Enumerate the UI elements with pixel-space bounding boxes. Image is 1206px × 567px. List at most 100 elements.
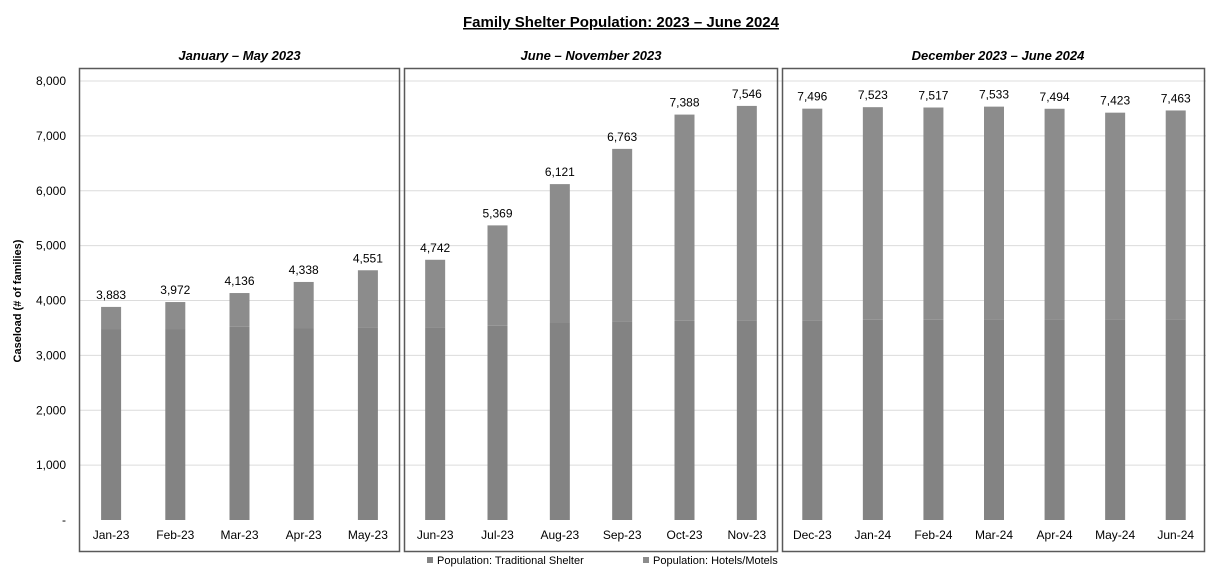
bar-hotels-motels	[612, 148, 633, 322]
data-label: 7,517	[918, 89, 948, 103]
x-tick-label: Aug-23	[540, 528, 579, 542]
data-label: 7,523	[858, 88, 888, 102]
data-label: 5,369	[482, 206, 512, 220]
y-tick-label: 3,000	[36, 348, 66, 362]
x-tick-label: Mar-24	[975, 528, 1013, 542]
x-tick-label: Oct-23	[666, 528, 702, 542]
data-label: 3,972	[160, 283, 190, 297]
bar-traditional-shelter	[293, 328, 314, 520]
x-tick-label: Feb-24	[914, 528, 952, 542]
gridlines	[79, 80, 1206, 466]
legend-label: Population: Hotels/Motels	[653, 555, 778, 567]
bar-hotels-motels	[357, 270, 378, 328]
bar-traditional-shelter	[1044, 319, 1065, 520]
bar-hotels-motels	[229, 293, 250, 327]
y-axis-label: Caseload (# of families)	[12, 239, 24, 362]
legend-label: Population: Traditional Shelter	[437, 555, 584, 567]
bar-hotels-motels	[1044, 108, 1065, 320]
bar-traditional-shelter	[612, 321, 633, 520]
x-tick-label: May-23	[348, 528, 388, 542]
data-labels: 3,883 3,972 4,136 4,338 4,551 4,742 5,369 6,121…	[96, 87, 1191, 302]
x-axis-ticks: Jan-23 Feb-23 Mar-23 Apr-23 May-23 Jun-23 Jul-…	[93, 528, 1195, 542]
data-label: 7,463	[1161, 91, 1191, 105]
legend-swatch	[427, 557, 433, 563]
bar-traditional-shelter	[862, 319, 883, 520]
x-tick-label: Jun-23	[417, 528, 454, 542]
legend: Population: Traditional Shelter Populatio…	[427, 555, 778, 567]
x-tick-label: Feb-23	[156, 528, 194, 542]
data-label: 4,742	[420, 241, 450, 255]
data-label: 4,551	[353, 251, 383, 265]
period-header: December 2023 – June 2024	[912, 48, 1085, 63]
x-tick-label: Sep-23	[603, 528, 642, 542]
bar-traditional-shelter	[487, 325, 508, 520]
bar-hotels-motels	[674, 114, 695, 321]
x-tick-label: Jun-24	[1157, 528, 1194, 542]
bar-hotels-motels	[923, 107, 944, 320]
bar-traditional-shelter	[736, 320, 757, 520]
bar-hotels-motels	[549, 184, 570, 323]
bar-traditional-shelter	[923, 319, 944, 520]
bar-hotels-motels	[425, 259, 446, 328]
data-label: 7,388	[669, 96, 699, 110]
chart-title: Family Shelter Population: 2023 – June 2…	[463, 14, 780, 31]
bar-hotels-motels	[293, 281, 314, 329]
y-tick-label: 8,000	[36, 74, 66, 88]
bar-hotels-motels	[101, 306, 122, 330]
period-header: June – November 2023	[521, 48, 663, 63]
bar-traditional-shelter	[1105, 319, 1126, 520]
bar-hotels-motels	[802, 108, 823, 321]
x-tick-label: Jan-23	[93, 528, 130, 542]
period-panel	[78, 67, 401, 553]
bar-traditional-shelter	[357, 327, 378, 520]
x-tick-label: Apr-24	[1037, 528, 1073, 542]
period-panels: January – May 2023 June – November 2023 De…	[78, 48, 1206, 553]
y-tick-label: 4,000	[36, 294, 66, 308]
x-tick-label: Nov-23	[727, 528, 766, 542]
data-label: 6,763	[607, 130, 637, 144]
bar-hotels-motels	[736, 105, 757, 321]
bar-hotels-motels	[862, 107, 883, 320]
x-tick-label: Jul-23	[481, 528, 514, 542]
bar-traditional-shelter	[101, 329, 122, 520]
bar-hotels-motels	[165, 302, 186, 330]
bar-traditional-shelter	[425, 327, 446, 520]
data-label: 7,423	[1100, 94, 1130, 108]
bar-hotels-motels	[487, 225, 508, 326]
x-tick-label: Jan-24	[855, 528, 892, 542]
legend-swatch	[643, 557, 649, 563]
y-tick-label: 5,000	[36, 239, 66, 253]
x-tick-label: Mar-23	[220, 528, 258, 542]
bar-hotels-motels	[1165, 110, 1186, 320]
period-header: January – May 2023	[178, 48, 301, 63]
data-label: 4,338	[289, 263, 319, 277]
period-panel	[781, 67, 1206, 553]
data-label: 7,494	[1040, 90, 1070, 104]
bars	[101, 105, 1186, 520]
bar-traditional-shelter	[229, 326, 250, 520]
data-label: 3,883	[96, 288, 126, 302]
x-tick-label: Dec-23	[793, 528, 832, 542]
y-tick-label: 6,000	[36, 184, 66, 198]
period-panel	[403, 67, 779, 553]
y-tick-label: -	[62, 513, 66, 527]
y-tick-label: 1,000	[36, 458, 66, 472]
bar-hotels-motels	[984, 106, 1004, 320]
x-tick-label: May-24	[1095, 528, 1135, 542]
data-label: 7,496	[797, 90, 827, 104]
y-tick-label: 2,000	[36, 403, 66, 417]
y-axis-ticks: - 1,000 2,000 3,000 4,000 5,000 6,000 7,000 8,00…	[36, 74, 66, 527]
bar-traditional-shelter	[984, 319, 1004, 520]
data-label: 4,136	[224, 274, 254, 288]
bar-traditional-shelter	[802, 320, 823, 520]
data-label: 6,121	[545, 165, 575, 179]
data-label: 7,533	[979, 88, 1009, 102]
data-label: 7,546	[732, 87, 762, 101]
bar-traditional-shelter	[165, 329, 186, 520]
y-tick-label: 7,000	[36, 129, 66, 143]
bar-traditional-shelter	[549, 322, 570, 520]
x-tick-label: Apr-23	[286, 528, 322, 542]
bar-traditional-shelter	[1165, 319, 1186, 520]
bar-traditional-shelter	[674, 320, 695, 520]
